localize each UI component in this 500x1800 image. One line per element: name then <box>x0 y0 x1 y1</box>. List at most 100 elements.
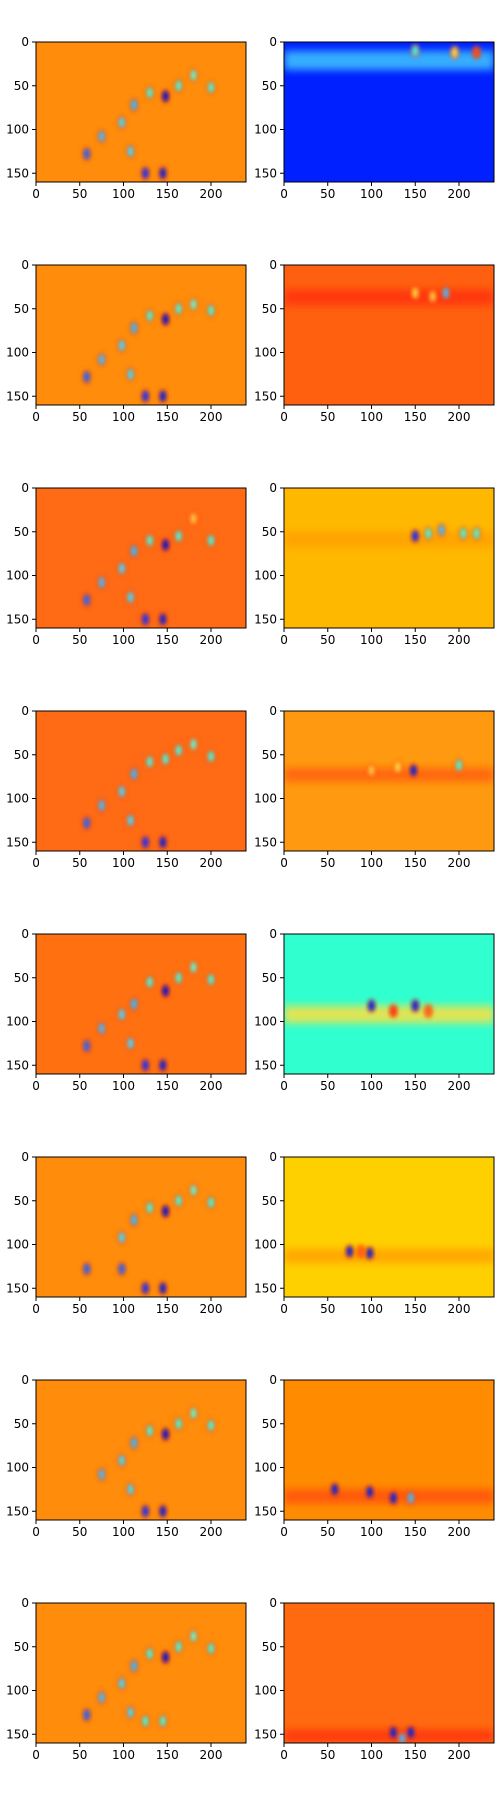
x-tick-label: 0 <box>32 187 40 201</box>
heatmap-blob <box>131 1214 137 1226</box>
heatmap-image <box>284 934 494 1074</box>
heatmap-blob <box>142 167 149 179</box>
y-tick-label: 50 <box>14 1417 29 1431</box>
heatmap-blob <box>118 1455 125 1466</box>
heatmap-blob <box>208 535 214 546</box>
heatmap-blob <box>390 1492 397 1504</box>
y-tick-label: 50 <box>262 1640 277 1654</box>
heatmap-image <box>36 1380 246 1520</box>
x-tick-label: 100 <box>360 856 383 870</box>
heatmap-blob <box>175 1195 182 1207</box>
heatmap-blob <box>127 1483 134 1495</box>
heatmap-blob <box>83 1263 90 1275</box>
heatmap-blob <box>127 591 134 603</box>
heatmap-panel-r7-c0: 0 50 100 150 200 0 50 100 150 <box>6 1596 247 1762</box>
heatmap-blob <box>159 390 166 402</box>
x-tick-label: 100 <box>112 856 135 870</box>
heatmap-blob <box>159 167 166 179</box>
heatmap-panel-r1-c0: 0 50 100 150 200 0 50 100 150 <box>6 258 247 424</box>
axes-frame <box>35 1602 247 1744</box>
y-tick-label: 50 <box>14 971 29 985</box>
heatmap-blob <box>118 1232 125 1243</box>
x-tick-label: 0 <box>32 856 40 870</box>
heatmap-blob <box>390 1005 397 1017</box>
x-tick-label: 150 <box>156 410 179 424</box>
y-tick-label: 50 <box>262 79 277 93</box>
x-tick-label: 50 <box>72 1748 87 1762</box>
heatmap-blob <box>190 298 197 310</box>
x-tick-label: 100 <box>360 187 383 201</box>
heatmap-blob <box>83 817 90 829</box>
y-tick-label: 100 <box>6 123 29 137</box>
heatmap-panel-r3-c1: 0 50 100 150 200 0 50 100 150 <box>254 704 495 870</box>
x-tick-label: 0 <box>280 1525 288 1539</box>
heatmap-blob <box>83 594 90 606</box>
heatmap-band <box>284 1005 494 1024</box>
axes-frame <box>35 487 247 629</box>
heatmap-image <box>36 265 246 405</box>
x-tick-label: 50 <box>72 187 87 201</box>
heatmap-band <box>284 1248 494 1263</box>
x-tick-label: 50 <box>72 410 87 424</box>
heatmap-blob <box>366 1486 373 1498</box>
heatmap-blob <box>456 759 462 771</box>
y-tick-label: 0 <box>21 481 29 495</box>
x-tick-label: 200 <box>448 410 471 424</box>
heatmap-blob <box>142 1715 149 1727</box>
heatmap-blob <box>162 985 169 997</box>
x-tick-label: 150 <box>404 1302 427 1316</box>
x-tick-label: 200 <box>200 1302 223 1316</box>
heatmap-blob <box>162 313 169 325</box>
heatmap-blob <box>412 530 419 542</box>
heatmap-panel-r4-c1: 0 50 100 150 200 0 50 100 150 <box>254 927 495 1093</box>
y-tick-label: 100 <box>6 569 29 583</box>
axes-frame <box>283 1602 495 1744</box>
heatmap-blob <box>175 530 182 542</box>
heatmap-blob <box>162 753 169 765</box>
heatmap-band <box>284 1729 494 1743</box>
heatmap-image <box>284 1380 494 1520</box>
x-tick-label: 100 <box>112 187 135 201</box>
heatmap-blob <box>118 563 125 574</box>
y-tick-label: 150 <box>6 389 29 403</box>
axes-frame <box>283 710 495 852</box>
y-tick-label: 0 <box>269 927 277 941</box>
heatmap-blob <box>131 768 137 780</box>
y-tick-label: 0 <box>21 35 29 49</box>
x-tick-label: 100 <box>112 1302 135 1316</box>
heatmap-blob <box>190 961 197 973</box>
x-tick-label: 50 <box>72 1079 87 1093</box>
y-tick-label: 100 <box>254 792 277 806</box>
x-tick-label: 0 <box>280 856 288 870</box>
heatmap-blob <box>425 1005 432 1017</box>
heatmap-blob <box>473 528 480 539</box>
x-tick-label: 0 <box>32 1525 40 1539</box>
axes-frame <box>35 41 247 183</box>
heatmap-blob <box>412 45 419 57</box>
heatmap-blob <box>146 976 153 988</box>
y-tick-label: 50 <box>262 1194 277 1208</box>
x-tick-label: 50 <box>320 187 335 201</box>
heatmap-blob <box>142 1505 149 1517</box>
heatmap-background <box>284 265 494 405</box>
heatmap-blob <box>146 1202 153 1214</box>
heatmap-background <box>284 1603 494 1743</box>
heatmap-blob <box>175 303 182 315</box>
heatmap-blob <box>131 545 137 557</box>
y-tick-label: 0 <box>269 481 277 495</box>
heatmap-blob <box>159 613 166 625</box>
heatmap-blob <box>162 90 169 102</box>
heatmap-blob <box>190 513 197 525</box>
heatmap-blob <box>83 1040 90 1052</box>
heatmap-panel-r6-c0: 0 50 100 150 200 0 50 100 150 <box>6 1373 247 1539</box>
heatmap-blob <box>366 1247 373 1259</box>
y-tick-label: 50 <box>14 79 29 93</box>
heatmap-blob <box>208 82 214 93</box>
x-tick-label: 150 <box>404 1525 427 1539</box>
heatmap-blob <box>208 974 214 985</box>
y-tick-label: 150 <box>254 389 277 403</box>
heatmap-band <box>284 50 494 70</box>
heatmap-blob <box>410 765 417 776</box>
x-tick-label: 50 <box>320 410 335 424</box>
x-tick-label: 150 <box>156 1748 179 1762</box>
